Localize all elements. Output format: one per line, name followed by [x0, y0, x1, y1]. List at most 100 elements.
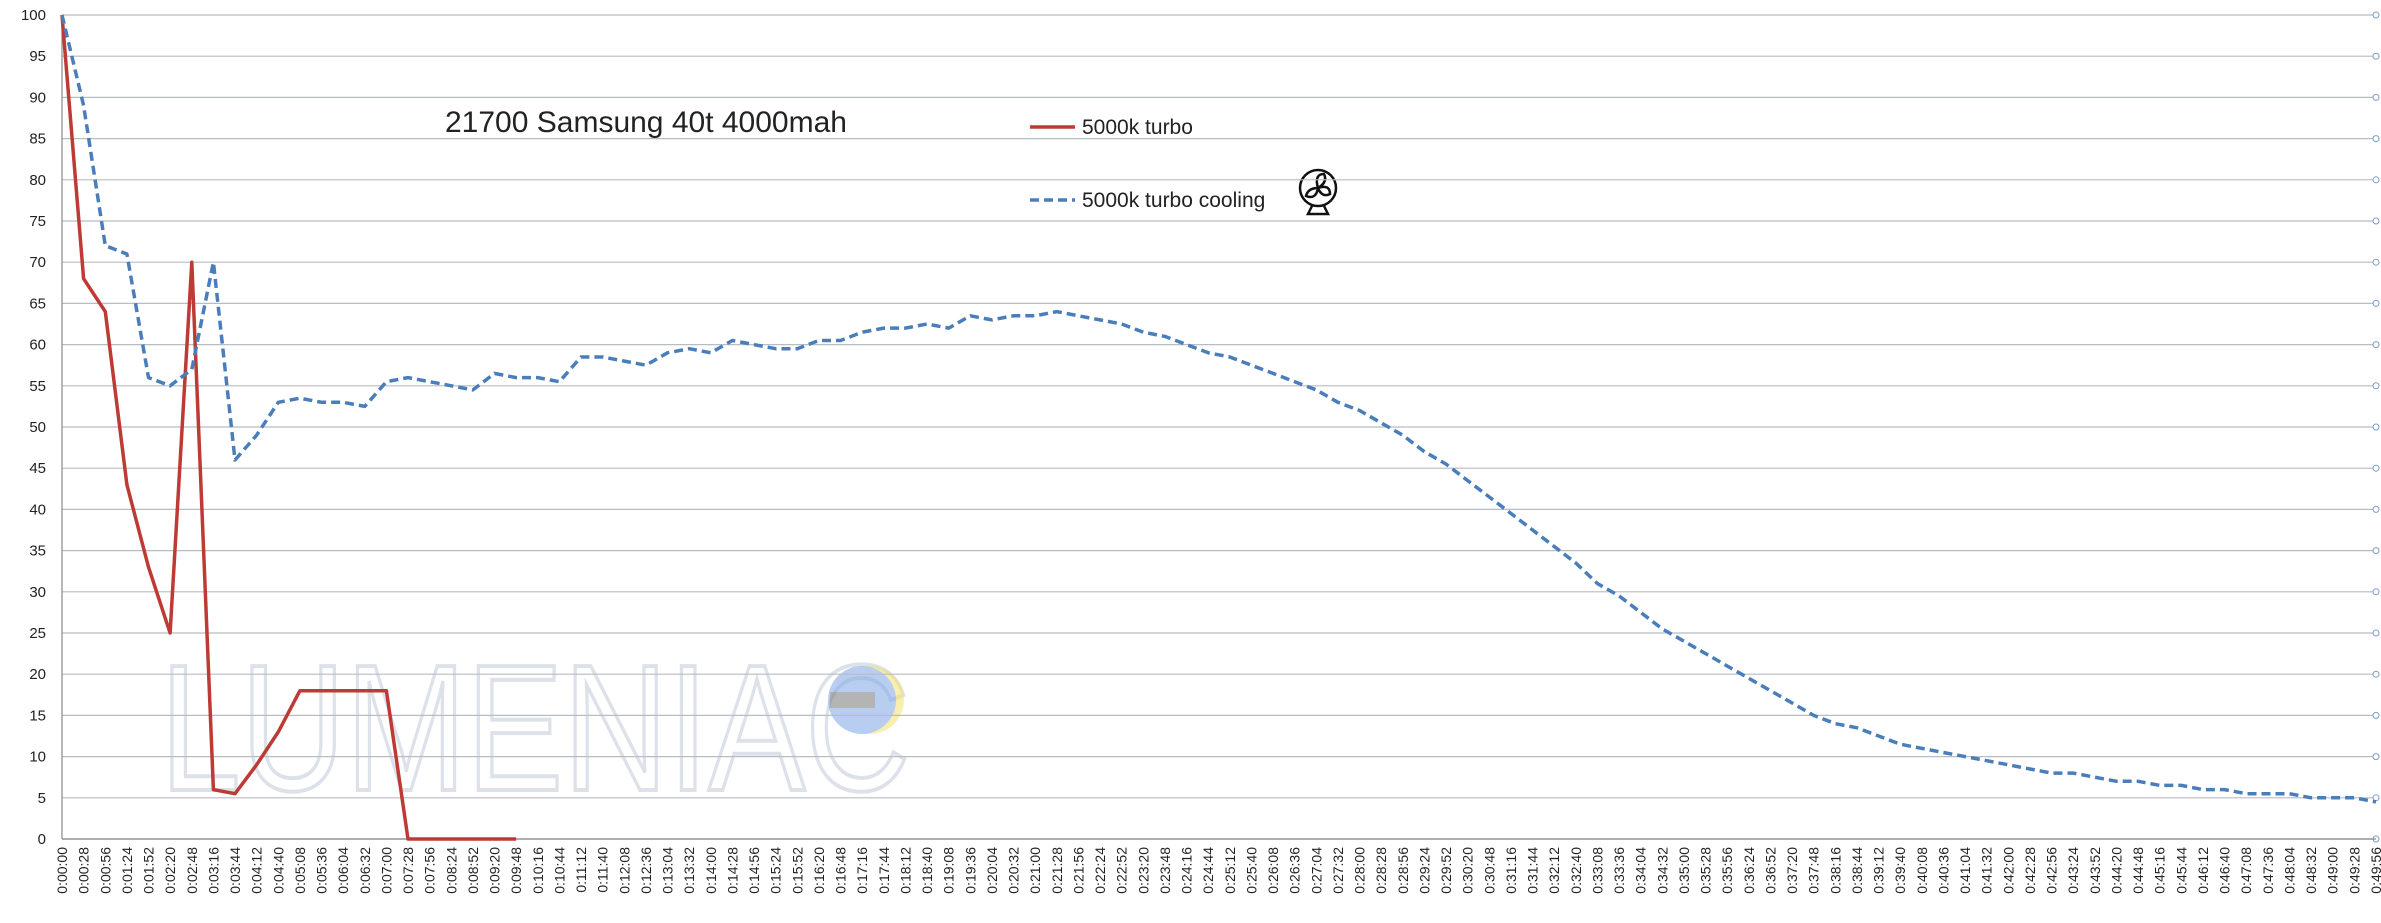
y-tick-label: 25	[29, 625, 46, 642]
x-tick-label: 0:43:24	[2065, 847, 2081, 894]
x-tick-label: 0:14:56	[746, 847, 762, 894]
watermark: LUMENIAC	[160, 628, 910, 829]
x-tick-label: 0:13:04	[660, 847, 676, 894]
grid-end	[2372, 711, 2380, 719]
x-tick-label: 0:42:56	[2044, 847, 2060, 894]
x-tick-label: 0:34:04	[1633, 847, 1649, 894]
x-tick-label: 0:28:28	[1373, 847, 1389, 894]
x-tick-label: 0:02:20	[162, 847, 178, 894]
x-tick-label: 0:37:20	[1784, 847, 1800, 894]
x-tick-label: 0:33:36	[1611, 847, 1627, 894]
x-tick-label: 0:09:20	[487, 847, 503, 894]
legend-label: 5000k turbo	[1082, 116, 1193, 139]
grid-end	[2372, 135, 2380, 143]
y-tick-label: 70	[29, 254, 46, 271]
x-tick-label: 0:05:36	[314, 847, 330, 894]
y-tick-label: 95	[29, 48, 46, 65]
x-tick-label: 0:21:56	[1070, 847, 1086, 894]
y-tick-label: 60	[29, 337, 46, 354]
y-tick-label: 85	[29, 131, 46, 148]
y-tick-label: 45	[29, 460, 46, 477]
x-tick-label: 0:29:52	[1438, 847, 1454, 894]
x-tick-label: 0:05:08	[292, 847, 308, 894]
x-tick-label: 0:48:32	[2303, 847, 2319, 894]
x-tick-label: 0:29:24	[1416, 847, 1432, 894]
x-tick-label: 0:20:04	[984, 847, 1000, 894]
x-tick-label: 0:00:28	[76, 847, 92, 894]
x-tick-label: 0:04:40	[270, 847, 286, 894]
grid-end	[2372, 258, 2380, 266]
y-tick-label: 40	[29, 501, 46, 518]
x-tick-label: 0:15:52	[789, 847, 805, 894]
x-tick-label: 0:23:48	[1157, 847, 1173, 894]
grid-end	[2372, 52, 2380, 60]
x-tick-label: 0:46:12	[2195, 847, 2211, 894]
x-tick-label: 0:08:52	[465, 847, 481, 894]
x-tick-label: 0:19:08	[941, 847, 957, 894]
x-tick-label: 0:06:32	[357, 847, 373, 894]
legend-label: 5000k turbo cooling	[1082, 189, 1265, 212]
x-tick-label: 0:14:00	[703, 847, 719, 894]
x-tick-label: 0:22:24	[1092, 847, 1108, 894]
x-tick-label: 0:28:00	[1352, 847, 1368, 894]
x-tick-label: 0:46:40	[2217, 847, 2233, 894]
x-tick-label: 0:15:24	[768, 847, 784, 894]
x-tick-label: 0:27:32	[1330, 847, 1346, 894]
x-tick-label: 0:18:12	[897, 847, 913, 894]
grid-end	[2372, 299, 2380, 307]
x-tick-label: 0:18:40	[919, 847, 935, 894]
x-tick-label: 0:25:40	[1243, 847, 1259, 894]
x-tick-label: 0:07:28	[400, 847, 416, 894]
x-tick-label: 0:21:00	[1027, 847, 1043, 894]
x-tick-label: 0:41:32	[1979, 847, 1995, 894]
x-tick-label: 0:36:24	[1741, 847, 1757, 894]
y-tick-label: 80	[29, 172, 46, 189]
x-tick-label: 0:10:16	[530, 847, 546, 894]
legend: 5000k turbo 5000k turbo cooling	[1030, 116, 1265, 212]
x-tick-label: 0:30:20	[1460, 847, 1476, 894]
x-tick-label: 0:32:40	[1568, 847, 1584, 894]
x-tick-label: 0:31:16	[1503, 847, 1519, 894]
y-tick-label: 35	[29, 543, 46, 560]
x-tick-label: 0:24:16	[1179, 847, 1195, 894]
x-tick-label: 0:13:32	[681, 847, 697, 894]
x-tick-label: 0:09:48	[508, 847, 524, 894]
x-tick-label: 0:16:20	[811, 847, 827, 894]
chart-title: 21700 Samsung 40t 4000mah	[445, 106, 847, 139]
y-tick-label: 15	[29, 707, 46, 724]
x-tick-label: 0:35:28	[1698, 847, 1714, 894]
x-tick-label: 0:30:48	[1481, 847, 1497, 894]
grid-end	[2372, 505, 2380, 513]
x-tick-label: 0:03:44	[227, 847, 243, 894]
x-tick-label: 0:42:00	[2000, 847, 2016, 894]
grid-end	[2372, 753, 2380, 761]
x-tick-label: 0:39:40	[1892, 847, 1908, 894]
x-tick-label: 0:31:44	[1525, 847, 1541, 894]
x-tick-label: 0:00:56	[97, 847, 113, 894]
x-tick-label: 0:01:24	[119, 847, 135, 894]
grid-end	[2372, 629, 2380, 637]
x-tick-label: 0:34:32	[1654, 847, 1670, 894]
x-tick-label: 0:32:12	[1546, 847, 1562, 894]
x-tick-label: 0:49:56	[2368, 847, 2381, 894]
x-tick-label: 0:22:52	[1114, 847, 1130, 894]
x-tick-label: 0:28:56	[1395, 847, 1411, 894]
x-tick-label: 0:19:36	[962, 847, 978, 894]
grid-end	[2372, 670, 2380, 678]
x-tick-label: 0:47:36	[2260, 847, 2276, 894]
x-tick-label: 0:11:12	[573, 847, 589, 893]
x-tick-label: 0:21:28	[1049, 847, 1065, 894]
x-tick-label: 0:35:56	[1719, 847, 1735, 894]
grid-end	[2372, 547, 2380, 555]
x-tick-label: 0:04:12	[249, 847, 265, 894]
x-tick-label: 0:45:16	[2152, 847, 2168, 894]
y-tick-label: 0	[38, 831, 46, 848]
x-tick-label: 0:07:00	[378, 847, 394, 894]
x-tick-label: 0:02:48	[184, 847, 200, 894]
x-tick-label: 0:37:48	[1806, 847, 1822, 894]
x-tick-label: 0:36:52	[1762, 847, 1778, 894]
x-tick-label: 0:16:48	[833, 847, 849, 894]
grid-end	[2372, 423, 2380, 431]
y-tick-label: 50	[29, 419, 46, 436]
